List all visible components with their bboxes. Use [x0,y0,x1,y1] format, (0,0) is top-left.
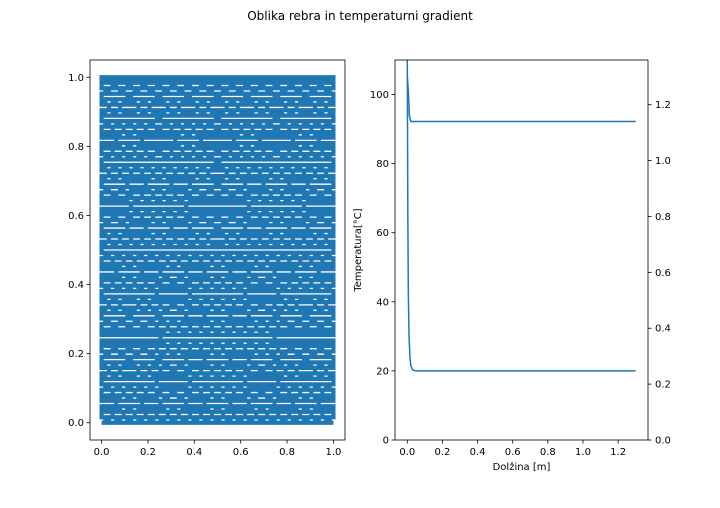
x-tick-label: 0.6 [233,447,249,458]
y-tick-label: 0.8 [68,142,84,153]
y-tick-label: 0.4 [68,280,84,291]
x-tick-label: 1.0 [325,447,341,458]
right-y-tick-label: 1.2 [655,100,671,111]
left-axes-frame [89,59,346,441]
right-y-tick-label: 0.6 [655,268,671,279]
left-x-ticks: 0.0 0.2 0.4 0.6 0.8 1.0 [94,440,341,458]
right-left-y-ticks: 0 20 40 60 80 100 [370,90,395,447]
right-right-y-ticks: 0.0 0.2 0.4 0.6 0.8 1.0 1.2 [648,100,671,447]
y-tick-label: 1.0 [68,73,84,84]
x-axis-label: Dolžina [m] [493,461,551,473]
right-y-tick-label: 0.8 [655,212,671,223]
right-y-tick-label: 1.0 [655,156,671,167]
y-tick-label: 100 [370,90,389,101]
right-y-tick-label: 0.0 [655,436,671,447]
y-tick-label: 40 [376,297,389,308]
left-y-ticks: 0.0 0.2 0.4 0.6 0.8 1.0 [68,73,90,429]
x-tick-label: 0.0 [399,447,415,458]
x-tick-label: 0.4 [186,447,202,458]
x-tick-label: 0.8 [279,447,295,458]
y-tick-label: 20 [376,366,389,377]
left-axes: 0.0 0.2 0.4 0.6 0.8 1.0 0.0 0.2 0.4 0.6 0.8 1.0 [68,59,346,458]
figure-title: Oblika rebra in temperaturni gradient [247,9,473,23]
y-tick-label: 0 [383,436,389,447]
y-axis-label: Temperatura[°C] [353,208,364,292]
right-y-tick-label: 0.2 [655,380,671,391]
y-tick-label: 0.2 [68,349,84,360]
temperature-series-line [406,60,636,372]
right-x-ticks: 0.0 0.2 0.4 0.6 0.8 1.0 1.2 [399,440,626,458]
x-tick-label: 1.0 [575,447,591,458]
x-tick-label: 1.2 [610,447,626,458]
y-tick-label: 0.6 [68,211,84,222]
x-tick-label: 0.2 [140,447,156,458]
right-y-tick-label: 0.4 [655,324,671,335]
right-axes-frame [394,59,649,441]
hilbert-curve-line [99,75,336,425]
y-tick-label: 60 [376,228,389,239]
x-tick-label: 0.4 [470,447,486,458]
x-tick-label: 0.2 [434,447,450,458]
right-plot-area [395,60,648,440]
y-tick-label: 80 [376,159,389,170]
y-tick-label: 0.0 [68,418,84,429]
x-tick-label: 0.0 [94,447,110,458]
right-axis-series-line [406,76,636,123]
x-tick-label: 0.8 [540,447,556,458]
x-tick-label: 0.6 [505,447,521,458]
